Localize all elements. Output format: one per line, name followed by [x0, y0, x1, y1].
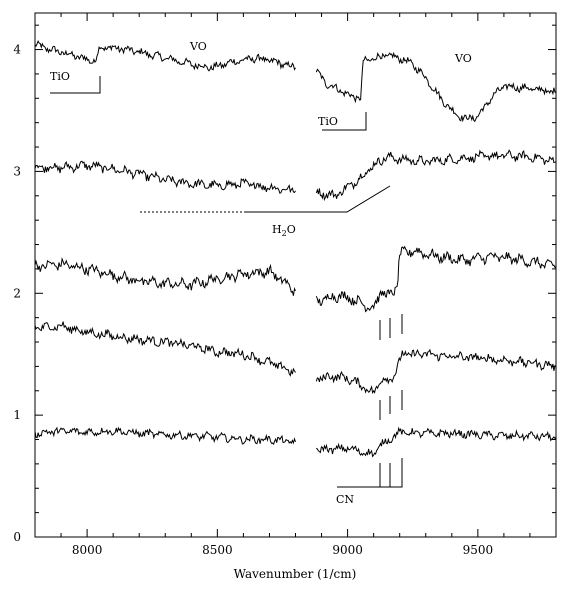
tio-label-right: TiO — [318, 115, 338, 128]
x-tick-label: 9000 — [332, 543, 363, 557]
vo-label-right: VO — [454, 52, 472, 65]
x-tick-label: 9500 — [463, 543, 494, 557]
y-tick-label: 3 — [13, 164, 21, 178]
x-tick-label: 8000 — [72, 543, 103, 557]
spectrum-line-1-segment-1 — [34, 40, 296, 72]
vo-label-left: VO — [189, 40, 207, 53]
spectra-series — [34, 40, 557, 458]
cn-bracket — [337, 458, 403, 488]
tio-label-left: TiO — [50, 70, 70, 83]
y-tick-label: 1 — [13, 408, 21, 422]
spectrum-line-5-segment-2 — [315, 426, 557, 458]
spectrum-line-1-segment-2 — [315, 51, 557, 123]
x-tick-label: 8500 — [202, 543, 233, 557]
h2o-label: H2O — [272, 223, 296, 238]
tio-bracket-right — [322, 112, 367, 131]
spectrum-line-4-segment-1 — [34, 321, 296, 377]
plot-frame — [34, 12, 557, 538]
axis-ticks: 8000 8500 9000 9500 0 1 2 3 4 — [13, 13, 557, 557]
spectrum-line-3-segment-1 — [34, 257, 296, 296]
spectrum-line-4-segment-2 — [315, 348, 557, 394]
spectrum-line-2-segment-2 — [315, 149, 557, 202]
spectrum-line-2-segment-1 — [34, 160, 296, 194]
y-tick-label: 4 — [13, 43, 21, 57]
h2o-band-solid — [245, 185, 391, 213]
spectrum-line-3-segment-2 — [315, 245, 557, 313]
y-tick-label: 2 — [13, 286, 21, 300]
x-axis-title: Wavenumber (1/cm) — [234, 567, 357, 581]
tio-bracket-left — [50, 76, 101, 94]
y-tick-label: 0 — [13, 530, 21, 544]
cn-label: CN — [336, 493, 354, 506]
spectrum-line-5-segment-1 — [34, 426, 296, 446]
